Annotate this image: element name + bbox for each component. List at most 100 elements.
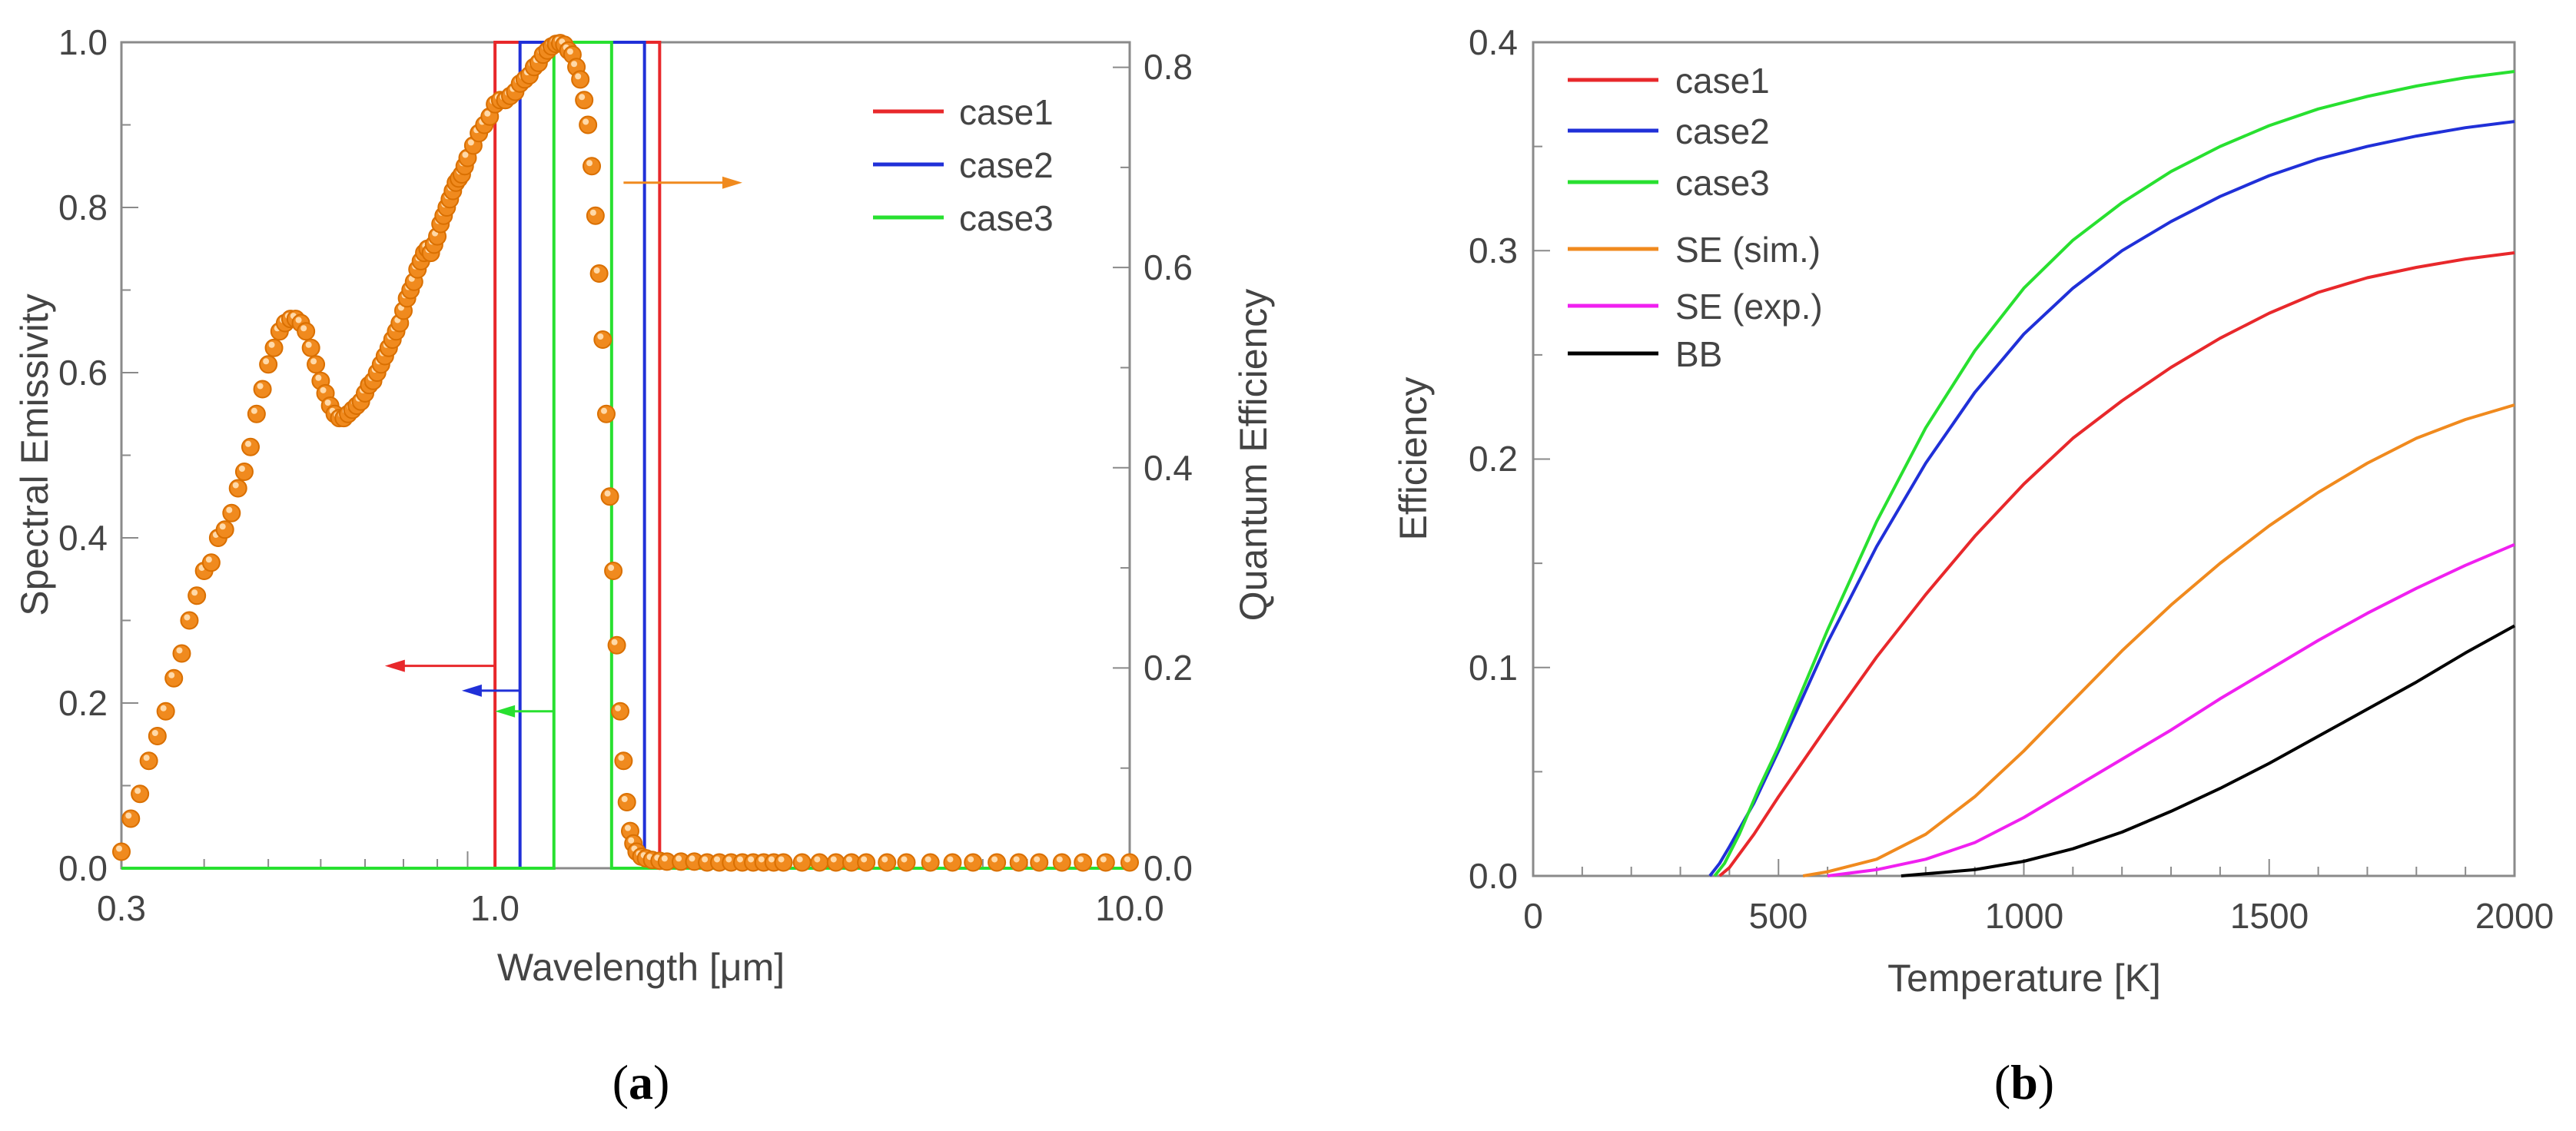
panel-a-emissivity-point-highlight-120 bbox=[725, 856, 732, 863]
panel-a-emissivity-point-highlight-117 bbox=[689, 855, 695, 862]
panel-a-emissivity-point-highlight-132 bbox=[901, 856, 908, 863]
panel-a-emissivity-point-11 bbox=[201, 553, 221, 572]
panel-a-emissivity-point-highlight-95 bbox=[579, 94, 586, 101]
panel-a-emissivity-point-98 bbox=[586, 206, 605, 225]
panel-a-emissivity-point-highlight-71 bbox=[467, 139, 474, 146]
panel-a-emissivity-point-135 bbox=[964, 853, 983, 872]
panel-a-x-tick-2: 10.0 bbox=[1095, 888, 1164, 928]
panel-b-legend-label-se-exp: SE (exp.) bbox=[1675, 287, 1823, 327]
panel-b-series-line-1 bbox=[1708, 120, 2515, 877]
panel-a-emissivity-point-8 bbox=[180, 611, 199, 630]
panel-b-legend-label-case3: case3 bbox=[1675, 163, 1770, 203]
panel-a-caption-close: ) bbox=[653, 1055, 669, 1109]
panel-a-emissivity-point-18 bbox=[247, 404, 266, 423]
panel-a-emissivity-point-139 bbox=[1052, 853, 1071, 872]
panel-a-emissivity-point-highlight-116 bbox=[676, 855, 682, 862]
panel-a-emissivity-point-highlight-104 bbox=[611, 638, 618, 645]
panel-a-emissivity-point-highlight-103 bbox=[608, 565, 615, 571]
panel-a-emissivity-point-141 bbox=[1096, 853, 1115, 872]
panel-b-legend-label-case2: case2 bbox=[1675, 111, 1770, 151]
panel-a-y-tick-1: 0.2 bbox=[58, 683, 108, 723]
panel-a-emissivity-point-highlight-5 bbox=[160, 705, 167, 711]
panel-a-y-tick-2: 0.4 bbox=[58, 518, 108, 558]
panel-a-emissivity-point-97 bbox=[583, 157, 602, 176]
panel-a-emissivity-point-highlight-13 bbox=[219, 523, 226, 530]
panel-b-legend: case1 case2 case3 SE (sim.) SE (exp.) BB bbox=[1568, 61, 1823, 374]
panel-a-emissivity-point-127 bbox=[810, 853, 829, 872]
panel-a-emissivity-point-highlight-115 bbox=[661, 855, 668, 862]
panel-a-y2-tick-1: 0.2 bbox=[1144, 648, 1193, 688]
panel-a-emissivity-point-126 bbox=[792, 853, 812, 872]
panel-a-emissivity-point-130 bbox=[857, 853, 876, 872]
panel-a-emissivity-point-highlight-32 bbox=[324, 400, 331, 406]
panel-a-emissivity-point-15 bbox=[228, 479, 247, 498]
panel-a-emissivity-point-highlight-74 bbox=[484, 110, 491, 117]
panel-b-series-line-5 bbox=[1900, 624, 2515, 877]
panel-a-emissivity-point-highlight-18 bbox=[251, 407, 257, 414]
panel-a-emissivity-point-highlight-141 bbox=[1100, 856, 1107, 863]
panel-a-y2-tick-2: 0.4 bbox=[1144, 448, 1193, 488]
panel-a-y-tick-0: 0.0 bbox=[58, 848, 108, 888]
panel-b-series-line-2 bbox=[1713, 70, 2515, 877]
panel-b-y-axis-label: Efficiency bbox=[1392, 376, 1435, 540]
panel-a-emissivity-point-5 bbox=[156, 701, 175, 721]
panel-a-emissivity-point-highlight-139 bbox=[1056, 856, 1063, 863]
panel-a-emissivity-point-highlight-26 bbox=[295, 317, 302, 323]
panel-a-emissivity-points bbox=[112, 34, 1139, 872]
panel-a-emissivity-point-16 bbox=[234, 463, 254, 481]
panel-a-emissivity-point-138 bbox=[1030, 853, 1049, 872]
panel-a-emissivity-point-highlight-9 bbox=[191, 589, 198, 596]
panel-a-emissivity-point-137 bbox=[1009, 853, 1028, 872]
panel-b-caption-open: ( bbox=[1994, 1055, 2010, 1109]
panel-a-emissivity-point-highlight-30 bbox=[315, 374, 322, 381]
panel-a-emissivity-point-highlight-98 bbox=[589, 209, 596, 216]
panel-b-legend-label-bb: BB bbox=[1675, 334, 1722, 374]
panel-a-chart: 0.3 1.0 10.0 0.0 0.2 0.4 0.6 0.8 1.0 0.0… bbox=[13, 22, 1275, 1109]
panel-a-emissivity-point-highlight-17 bbox=[244, 440, 251, 447]
panel-a-emissivity-point-highlight-122 bbox=[748, 856, 755, 863]
panel-a-emissivity-point-highlight-102 bbox=[604, 490, 611, 497]
panel-b-x-axis-label: Temperature [K] bbox=[1887, 957, 2161, 1000]
panel-a-emissivity-point-highlight-0 bbox=[116, 845, 122, 852]
panel-b-x-tick-2: 1000 bbox=[1985, 896, 2063, 936]
panel-a-y-tick-5: 1.0 bbox=[58, 22, 108, 62]
panel-a-emissivity-point-highlight-96 bbox=[583, 118, 589, 125]
panel-a-emissivity-point-96 bbox=[579, 115, 598, 134]
panel-a-emissivity-point-highlight-105 bbox=[615, 705, 622, 711]
panel-a-emissivity-point-13 bbox=[215, 520, 234, 539]
panel-a-emissivity-point-1 bbox=[121, 809, 141, 828]
panel-a-arrowhead-0 bbox=[384, 659, 405, 672]
panel-a-emissivity-point-3 bbox=[139, 751, 158, 771]
panel-a-emissivity-point-highlight-142 bbox=[1124, 856, 1130, 863]
panel-a-emissivity-point-103 bbox=[604, 562, 623, 580]
panel-b-caption-letter: b bbox=[2010, 1055, 2038, 1109]
panel-b-y-tick-0: 0.0 bbox=[1469, 856, 1518, 896]
panel-a-emissivity-point-highlight-124 bbox=[768, 856, 775, 863]
panel-a-caption-letter: a bbox=[629, 1055, 653, 1109]
panel-a-emissivity-point-2 bbox=[131, 784, 150, 804]
panel-a-legend-label-case3: case3 bbox=[959, 198, 1054, 238]
panel-a-emissivity-point-highlight-28 bbox=[305, 341, 312, 348]
panel-a-emissivity-point-94 bbox=[571, 70, 590, 89]
panel-a-emissivity-point-highlight-121 bbox=[736, 856, 743, 863]
panel-a-emissivity-point-highlight-2 bbox=[134, 788, 141, 794]
panel-b-y-tick-4: 0.4 bbox=[1469, 22, 1518, 62]
panel-a-arrows bbox=[384, 176, 742, 718]
panel-a-y2-axis-label: Quantum Efficiency bbox=[1232, 289, 1275, 622]
panel-a-legend-label-case2: case2 bbox=[959, 145, 1054, 185]
panel-b-legend-label-se-sim: SE (sim.) bbox=[1675, 230, 1821, 270]
panel-b-x-tick-1: 500 bbox=[1749, 896, 1808, 936]
panel-b-series-line-4 bbox=[1827, 542, 2515, 877]
panel-a-emissivity-point-128 bbox=[826, 853, 845, 872]
panel-b-legend-label-case1: case1 bbox=[1675, 61, 1770, 101]
panel-a-emissivity-point-highlight-131 bbox=[881, 856, 888, 863]
panel-a-emissivity-point-131 bbox=[878, 853, 897, 872]
panel-a-emissivity-point-highlight-137 bbox=[1013, 856, 1020, 863]
panel-a-emissivity-point-highlight-19 bbox=[257, 383, 264, 390]
panel-b-series-lines bbox=[1708, 70, 2515, 877]
panel-b-caption-close: ) bbox=[2038, 1055, 2054, 1109]
panel-a-emissivity-point-highlight-130 bbox=[861, 856, 868, 863]
panel-a-emissivity-point-highlight-29 bbox=[310, 358, 317, 365]
panel-a-emissivity-point-highlight-128 bbox=[830, 856, 837, 863]
